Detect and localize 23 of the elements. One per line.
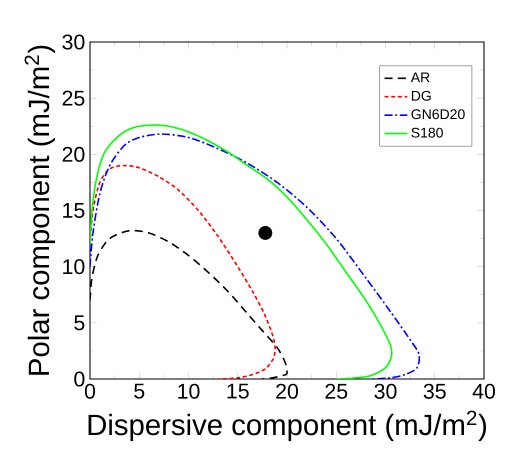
x-tick-label: 40 [472, 384, 496, 399]
legend-label: DG [412, 90, 431, 101]
x-axis-title: Dispersive component (mJ/m$^{2}$) [88, 410, 486, 442]
legend-label: S180 [411, 128, 443, 138]
x-tick-label: 25 [325, 384, 348, 399]
x-tick-label: 20 [276, 384, 298, 399]
x-tick-label: 10 [178, 384, 200, 399]
y-tick-label: 10 [63, 259, 84, 274]
y-tick-label: 20 [62, 146, 84, 162]
y-tick-label: 0 [74, 371, 84, 387]
line-series [90, 164, 276, 379]
x-tick-label: 5 [134, 384, 144, 399]
legend-label: GN6D20 [411, 109, 465, 120]
y-tick-label: 30 [62, 34, 84, 50]
y-tick-label: 15 [63, 203, 84, 218]
y-tick-label: 25 [62, 90, 84, 106]
y-tick-label: 5 [74, 315, 84, 330]
x-tick-label: 30 [374, 384, 397, 399]
x-tick-label: 15 [228, 384, 249, 399]
x-tick-label: 35 [424, 384, 446, 399]
x-tick-label: 0 [84, 384, 96, 399]
y-axis-title: Polar component (mJ/m$^{2}$) [24, 46, 56, 375]
legend-label: AR [410, 72, 430, 82]
